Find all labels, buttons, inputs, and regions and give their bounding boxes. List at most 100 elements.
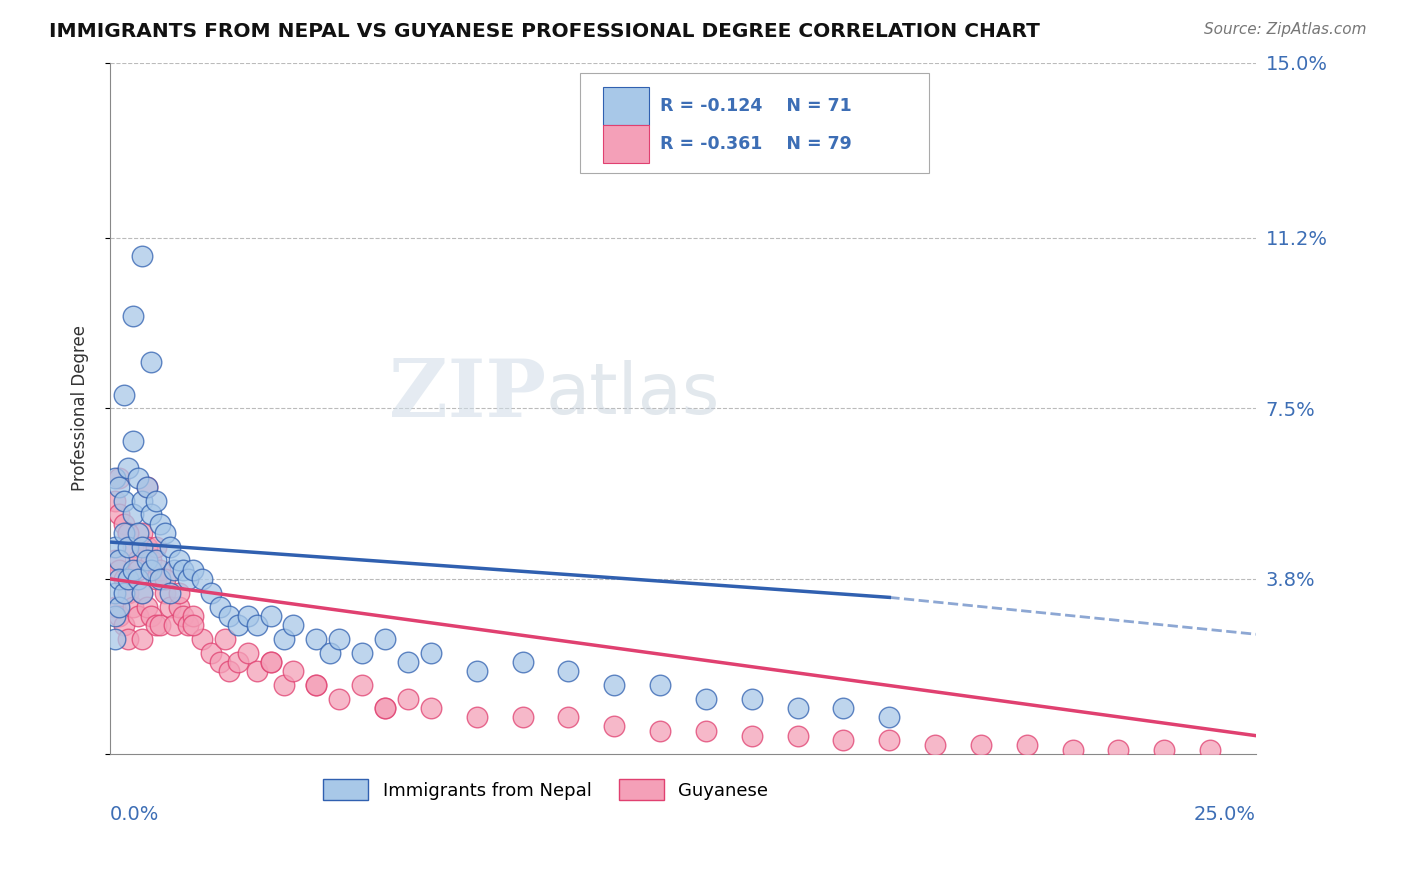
Point — [104, 553, 127, 567]
Point — [127, 563, 149, 577]
Point — [695, 724, 717, 739]
Point — [163, 563, 186, 577]
Point — [419, 646, 441, 660]
Point — [131, 540, 153, 554]
Point — [131, 525, 153, 540]
Point — [512, 710, 534, 724]
Point — [283, 618, 305, 632]
Point — [328, 691, 350, 706]
Point — [214, 632, 236, 646]
Point — [259, 655, 281, 669]
Y-axis label: Professional Degree: Professional Degree — [72, 326, 89, 491]
Point — [117, 525, 139, 540]
Point — [879, 733, 901, 747]
Point — [200, 586, 222, 600]
Point — [190, 572, 212, 586]
Point — [127, 608, 149, 623]
Point — [603, 719, 626, 733]
Point — [135, 480, 157, 494]
Point — [131, 586, 153, 600]
Point — [135, 553, 157, 567]
Point — [117, 525, 139, 540]
Text: 0.0%: 0.0% — [110, 805, 159, 824]
Point — [153, 572, 176, 586]
Point — [273, 678, 295, 692]
Point — [145, 618, 167, 632]
Point — [122, 540, 145, 554]
Point — [167, 586, 190, 600]
Point — [181, 563, 204, 577]
FancyBboxPatch shape — [603, 125, 648, 163]
Point — [122, 434, 145, 448]
Point — [122, 508, 145, 522]
Point — [228, 655, 250, 669]
Point — [557, 664, 579, 678]
Point — [153, 525, 176, 540]
Point — [167, 599, 190, 614]
Point — [104, 470, 127, 484]
Point — [104, 493, 127, 508]
Point — [112, 493, 135, 508]
Text: ZIP: ZIP — [388, 356, 546, 434]
Point — [141, 563, 163, 577]
Point — [190, 632, 212, 646]
Point — [127, 470, 149, 484]
Point — [108, 608, 131, 623]
Point — [1108, 742, 1130, 756]
Point — [228, 618, 250, 632]
Point — [465, 664, 488, 678]
Point — [112, 516, 135, 531]
Point — [131, 249, 153, 263]
Point — [1062, 742, 1084, 756]
Point — [283, 664, 305, 678]
Point — [145, 540, 167, 554]
Point — [112, 586, 135, 600]
Point — [246, 664, 269, 678]
Point — [305, 632, 328, 646]
Point — [879, 710, 901, 724]
Point — [149, 563, 172, 577]
Text: IMMIGRANTS FROM NEPAL VS GUYANESE PROFESSIONAL DEGREE CORRELATION CHART: IMMIGRANTS FROM NEPAL VS GUYANESE PROFES… — [49, 22, 1040, 41]
Point — [112, 572, 135, 586]
Point — [970, 738, 993, 752]
Point — [177, 572, 200, 586]
Point — [741, 691, 763, 706]
Point — [786, 701, 808, 715]
Point — [108, 480, 131, 494]
Point — [104, 540, 127, 554]
Point — [209, 655, 232, 669]
Point — [419, 701, 441, 715]
Point — [352, 678, 374, 692]
Point — [181, 608, 204, 623]
Point — [108, 470, 131, 484]
Point — [112, 387, 135, 401]
Point — [259, 655, 281, 669]
Point — [465, 710, 488, 724]
Text: 25.0%: 25.0% — [1194, 805, 1256, 824]
Point — [352, 646, 374, 660]
Point — [396, 691, 419, 706]
Point — [112, 618, 135, 632]
Point — [104, 599, 127, 614]
Point — [236, 608, 259, 623]
Point — [135, 540, 157, 554]
Point — [650, 678, 672, 692]
Point — [374, 701, 396, 715]
Point — [172, 563, 194, 577]
Point — [305, 678, 328, 692]
Point — [218, 664, 240, 678]
Point — [135, 480, 157, 494]
Point — [145, 493, 167, 508]
FancyBboxPatch shape — [579, 73, 929, 173]
Point — [374, 701, 396, 715]
FancyBboxPatch shape — [603, 87, 648, 125]
Point — [104, 586, 127, 600]
Point — [259, 608, 281, 623]
Point — [149, 618, 172, 632]
Point — [741, 729, 763, 743]
Point — [153, 586, 176, 600]
Point — [1199, 742, 1222, 756]
Point — [122, 599, 145, 614]
Point — [108, 508, 131, 522]
Point — [108, 553, 131, 567]
